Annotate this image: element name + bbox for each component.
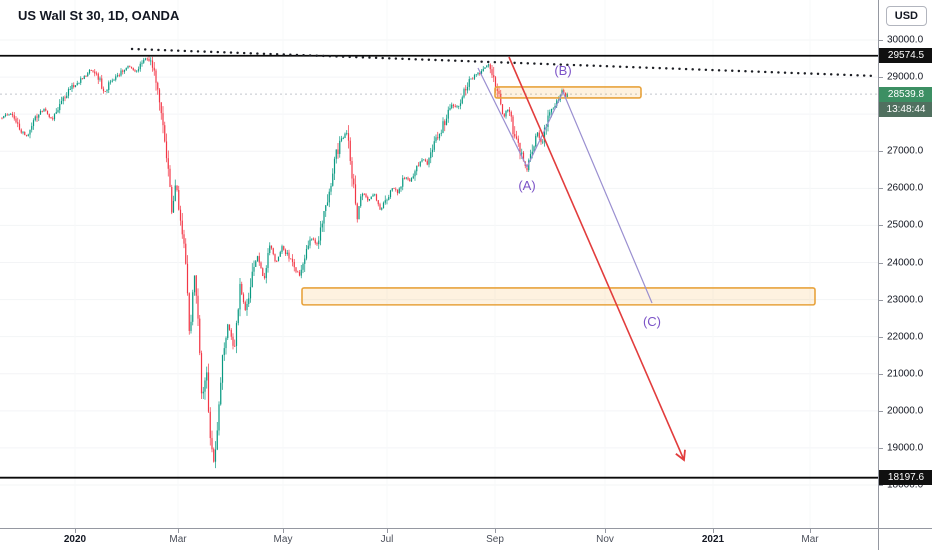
time-tick-label: Mar: [169, 534, 187, 545]
wave-label-c[interactable]: (C): [643, 314, 661, 329]
axis-corner: [878, 528, 932, 550]
wave-label-b[interactable]: (B): [554, 63, 571, 78]
demand-zone[interactable]: [301, 287, 816, 306]
time-tick-mark: [495, 529, 496, 533]
resistance-price-badge: 29574.5: [879, 48, 932, 64]
price-tick-mark: [879, 336, 883, 338]
price-tick-mark: [879, 447, 883, 449]
time-tick-label: Sep: [486, 534, 504, 545]
time-tick-mark: [178, 529, 179, 533]
last-price-badge: 28539.8: [879, 86, 932, 102]
time-tick-label: May: [273, 534, 293, 545]
price-tick-mark: [879, 77, 883, 79]
trendline-drawing[interactable]: [130, 47, 879, 78]
price-tick-label: 24000.0: [887, 257, 924, 268]
time-tick-mark: [605, 529, 606, 533]
price-tick-label: 26000.0: [887, 182, 924, 194]
price-tick-mark: [879, 40, 883, 41]
price-tick-mark: [879, 151, 883, 153]
price-chart-canvas[interactable]: (A) (B) (C): [0, 0, 879, 528]
time-tick-label: 2021: [701, 534, 725, 545]
time-tick-label: Mar: [801, 534, 819, 545]
price-tick-label: 25000.0: [887, 219, 924, 231]
trend-arrow-drawing[interactable]: [508, 56, 686, 462]
time-tick-mark: [283, 529, 284, 533]
price-tick-label: 27000.0: [887, 145, 924, 157]
time-tick-mark: [810, 529, 811, 533]
price-tick-label: 21000.0: [887, 368, 924, 380]
time-tick-mark: [713, 529, 714, 533]
price-tick-label: 30000.0: [887, 34, 924, 46]
candlestick-series: [1, 55, 568, 469]
wave-label-a[interactable]: (A): [518, 178, 535, 193]
price-tick-mark: [879, 225, 883, 227]
price-tick-label: 19000.0: [887, 442, 924, 454]
symbol-title[interactable]: US Wall St 30, 1D, OANDA: [18, 8, 180, 23]
time-tick-label: 2020: [63, 534, 87, 545]
time-tick-mark: [387, 529, 388, 533]
price-tick-mark: [879, 373, 883, 375]
price-axis[interactable]: USD 30000.029000.028000.027000.026000.02…: [878, 0, 932, 528]
price-tick-mark: [879, 485, 883, 486]
chart-area[interactable]: (A) (B) (C): [0, 0, 879, 528]
price-tick-mark: [879, 410, 883, 412]
price-tick-mark: [879, 188, 883, 190]
time-tick-label: Jul: [380, 534, 394, 545]
price-tick-label: 29000.0: [887, 71, 924, 83]
price-tick-label: 22000.0: [887, 331, 924, 343]
price-tick-label: 20000.0: [887, 405, 924, 417]
supply-zone[interactable]: [494, 86, 642, 99]
support-price-badge: 18197.6: [879, 470, 932, 486]
currency-button[interactable]: USD: [885, 6, 927, 26]
time-axis[interactable]: 2020 Mar May Jul Sep Nov 2021 Mar: [0, 528, 878, 550]
price-tick-label: 23000.0: [887, 294, 924, 306]
time-tick-mark: [75, 529, 76, 533]
price-tick-mark: [879, 262, 883, 264]
elliott-wave-drawing[interactable]: [477, 67, 653, 304]
countdown-badge: 13:48:44: [879, 101, 932, 117]
time-tick-label: Nov: [596, 534, 614, 545]
price-tick-mark: [879, 299, 883, 301]
gridlines: [0, 39, 878, 486]
